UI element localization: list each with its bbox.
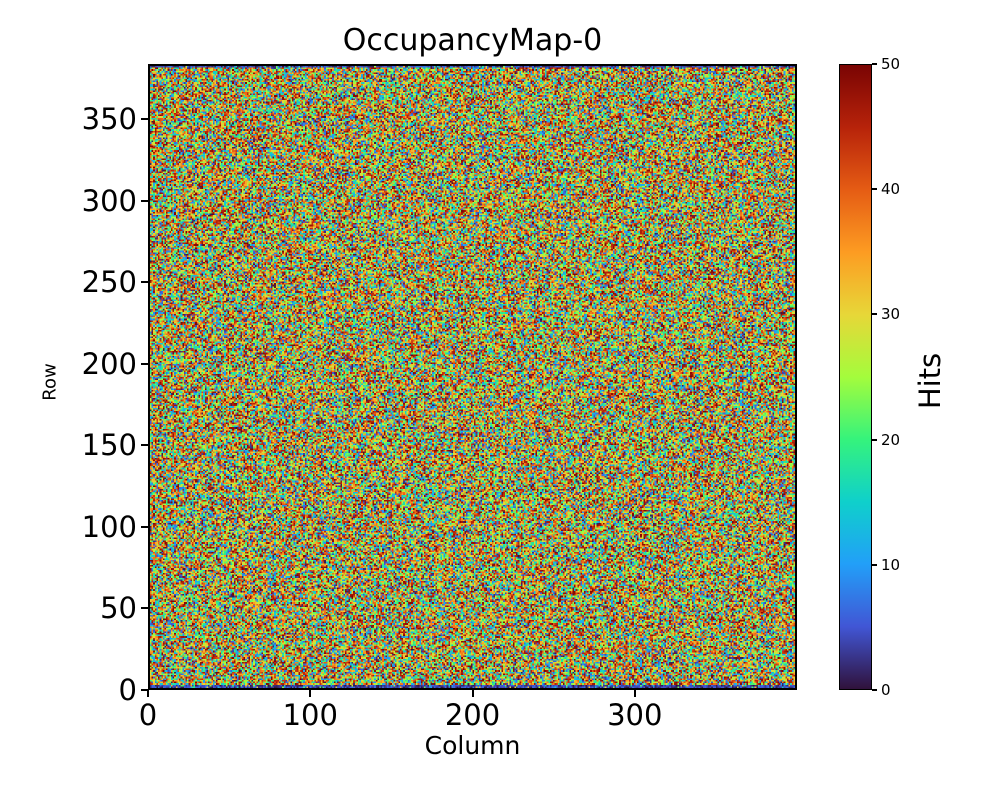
x-axis-label: Column (424, 731, 521, 760)
colorbar-tick-label: 40 (881, 180, 901, 199)
y-tick-mark (141, 281, 148, 284)
x-tick-label: 200 (444, 698, 501, 732)
y-tick-mark (141, 525, 148, 528)
colorbar-tick-label: 30 (881, 305, 901, 324)
y-tick-label: 50 (100, 591, 137, 626)
y-tick-label: 350 (81, 102, 137, 137)
x-tick-mark (309, 690, 312, 697)
colorbar-tick-label: 50 (881, 55, 901, 73)
y-tick-label: 100 (81, 509, 137, 544)
colorbar-tick-mark (872, 188, 877, 191)
colorbar-tick-label: 0 (881, 681, 891, 699)
y-tick-mark (141, 444, 148, 447)
x-tick-label: 100 (282, 698, 338, 732)
y-tick-mark (141, 362, 148, 365)
y-tick-label: 200 (81, 346, 137, 381)
y-tick-label: 0 (118, 673, 137, 707)
x-tick-label: 0 (138, 698, 158, 732)
colorbar-tick-mark (872, 313, 877, 316)
colorbar-tick-mark (872, 563, 877, 566)
chart-title: OccupancyMap-0 (342, 23, 603, 58)
y-tick-mark (141, 689, 148, 691)
x-tick-label: 300 (607, 698, 663, 732)
x-tick-mark (147, 690, 149, 697)
y-tick-mark (141, 118, 148, 121)
colorbar-gradient (839, 64, 872, 690)
colorbar-tick-mark (872, 689, 877, 691)
colorbar-tick-mark (872, 438, 877, 441)
x-tick-mark (633, 690, 636, 697)
y-tick-label: 300 (81, 183, 137, 218)
colorbar-tick-label: 20 (881, 430, 901, 449)
colorbar-tick-mark (872, 63, 877, 65)
x-tick-mark (471, 690, 474, 697)
y-tick-mark (141, 199, 148, 202)
y-tick-label: 250 (81, 265, 137, 300)
heatmap-canvas (150, 66, 795, 688)
plot-area (148, 64, 797, 690)
y-tick-mark (141, 607, 148, 610)
colorbar-label: Hits (913, 352, 947, 410)
y-tick-label: 150 (81, 428, 137, 463)
y-axis-label: Row (39, 363, 61, 401)
colorbar-tick-label: 10 (881, 555, 901, 574)
